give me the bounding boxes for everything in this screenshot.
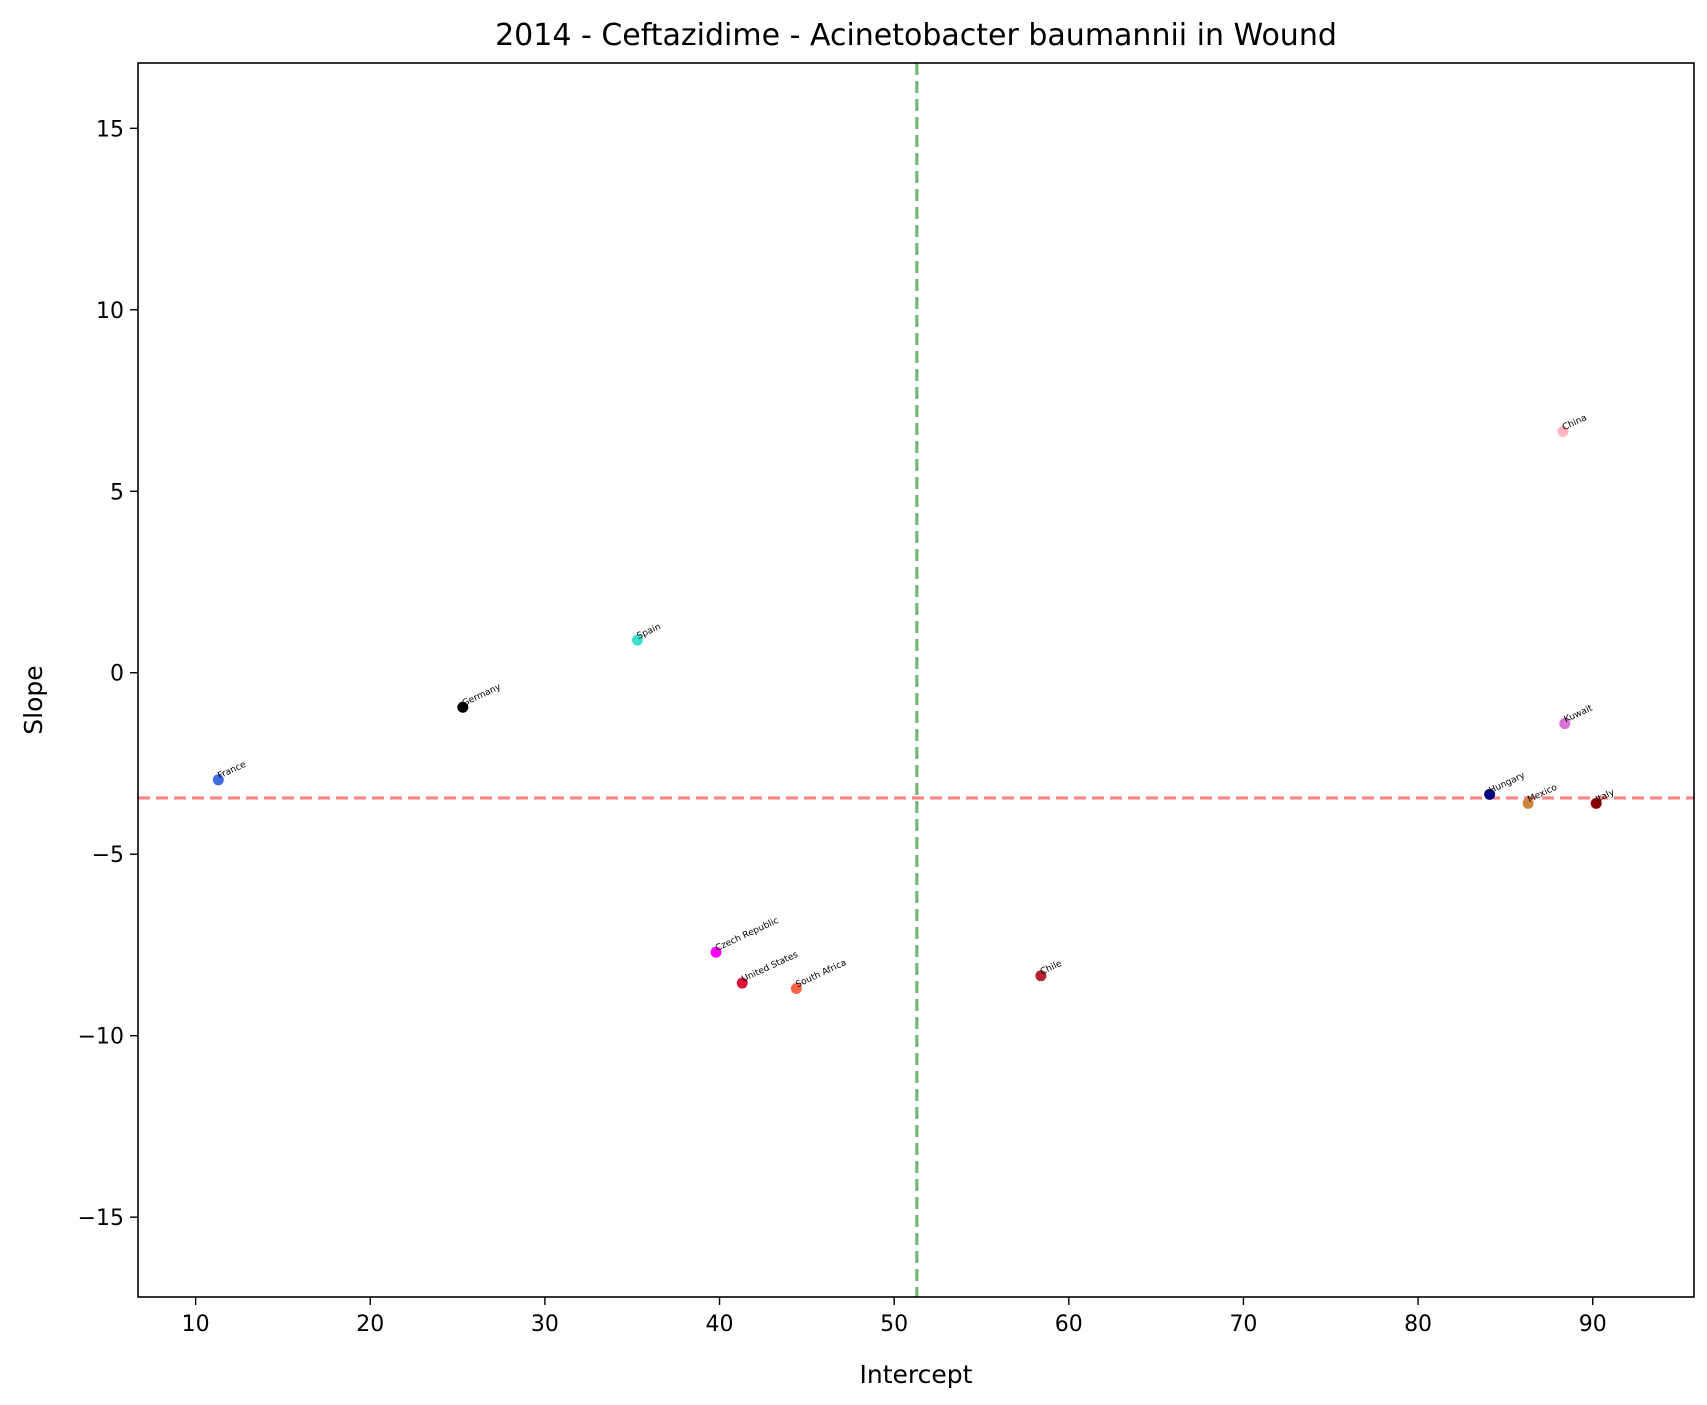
point-italy: Italy bbox=[1590, 788, 1617, 809]
x-tick-label: 30 bbox=[531, 1312, 559, 1337]
point-marker bbox=[457, 701, 469, 713]
x-tick-label: 50 bbox=[880, 1312, 908, 1337]
point-marker bbox=[1484, 788, 1496, 800]
point-hungary: Hungary bbox=[1484, 770, 1528, 800]
point-label: United States bbox=[740, 950, 800, 985]
point-south-africa: South Africa bbox=[790, 958, 848, 994]
x-axis-label: Intercept bbox=[860, 1360, 973, 1389]
point-label: Spain bbox=[635, 622, 662, 642]
x-tick-label: 10 bbox=[182, 1312, 210, 1337]
point-label: South Africa bbox=[794, 958, 848, 990]
point-united-states: United States bbox=[736, 950, 800, 989]
point-marker bbox=[631, 634, 643, 646]
point-marker bbox=[710, 946, 722, 958]
point-marker bbox=[1522, 797, 1534, 809]
point-label: Chile bbox=[1039, 959, 1064, 978]
point-france: France bbox=[212, 760, 248, 786]
y-tick-label: 0 bbox=[110, 662, 124, 687]
axes-layer: 10 20 30 40 50 60 70 80 90 −15 −10 −5 0 5 10 15 bbox=[78, 62, 1695, 1337]
point-china: China bbox=[1557, 413, 1589, 437]
point-germany: Germany bbox=[457, 682, 503, 713]
point-marker bbox=[790, 983, 802, 994]
point-label: Kuwait bbox=[1563, 703, 1595, 725]
x-tick-label: 80 bbox=[1404, 1312, 1432, 1337]
point-label: Germany bbox=[461, 682, 503, 709]
x-tick-label: 60 bbox=[1055, 1312, 1083, 1337]
point-mexico: Mexico bbox=[1522, 783, 1559, 809]
x-tick-label: 40 bbox=[706, 1312, 734, 1337]
point-kuwait: Kuwait bbox=[1559, 703, 1595, 730]
point-label: Italy bbox=[1594, 788, 1617, 806]
x-tick-label: 90 bbox=[1579, 1312, 1607, 1337]
y-axis-label: Slope bbox=[19, 665, 48, 734]
reference-lines-layer bbox=[138, 63, 1694, 1297]
point-spain: Spain bbox=[631, 622, 663, 646]
y-tick-label: 5 bbox=[110, 480, 124, 505]
chart-title: 2014 - Ceftazidime - Acinetobacter bauma… bbox=[495, 18, 1337, 53]
point-label: Mexico bbox=[1526, 783, 1559, 806]
point-label: France bbox=[216, 760, 248, 782]
plot-frame bbox=[137, 62, 1695, 1298]
point-marker bbox=[1035, 970, 1047, 982]
point-chile: Chile bbox=[1035, 959, 1064, 982]
point-marker bbox=[736, 977, 748, 989]
point-marker bbox=[1559, 718, 1571, 730]
point-marker bbox=[212, 774, 224, 786]
y-tick-label: −10 bbox=[78, 1025, 124, 1050]
y-tick-label: 15 bbox=[96, 117, 124, 142]
point-marker bbox=[1590, 797, 1602, 809]
x-tick-label: 20 bbox=[356, 1312, 384, 1337]
point-czech-republic: Czech Republic bbox=[710, 916, 780, 958]
y-tick-label: −15 bbox=[78, 1206, 124, 1231]
point-marker bbox=[1557, 425, 1569, 437]
x-tick-label: 70 bbox=[1229, 1312, 1257, 1337]
point-label: China bbox=[1561, 413, 1589, 433]
point-label: Hungary bbox=[1488, 770, 1528, 796]
y-tick-label: −5 bbox=[92, 843, 124, 868]
point-label: Czech Republic bbox=[714, 916, 780, 954]
y-tick-label: 10 bbox=[96, 299, 124, 324]
